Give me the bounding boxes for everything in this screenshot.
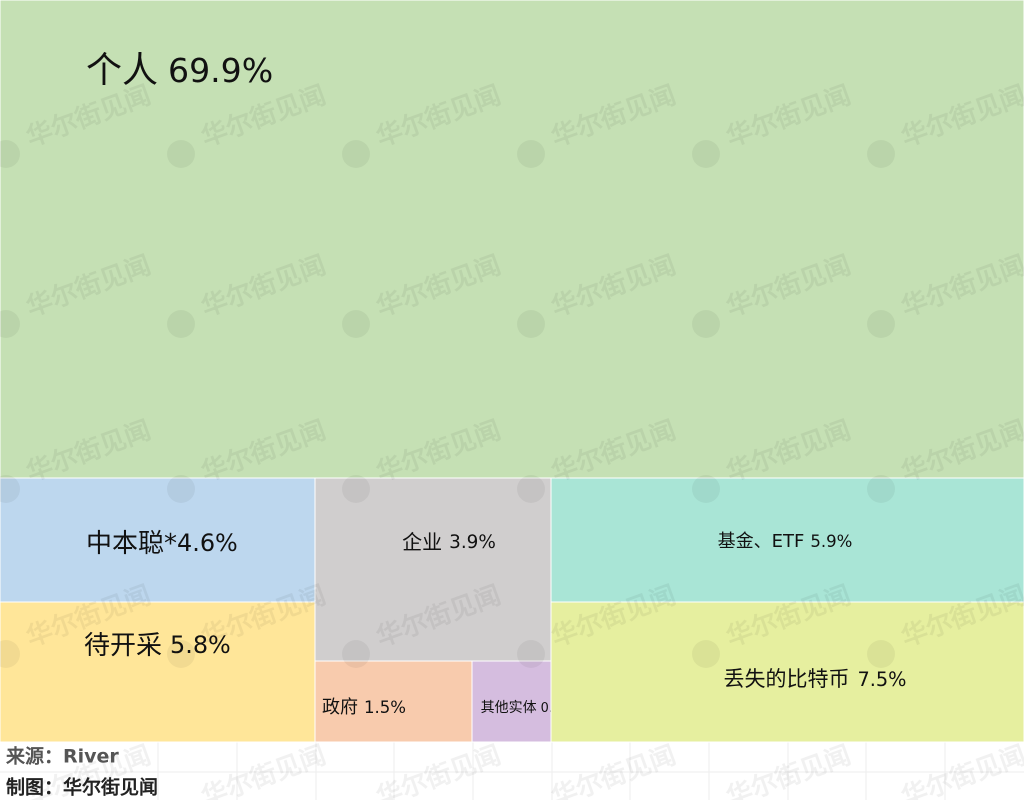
watermark-logo <box>167 140 195 168</box>
value-label: 4.6% <box>177 529 238 557</box>
watermark-logo <box>342 640 370 668</box>
category-name: 政府 <box>322 697 358 718</box>
watermark-logo <box>692 640 720 668</box>
watermark-logo <box>517 475 545 503</box>
category-name: 企业 <box>402 530 442 554</box>
watermark: 华尔街见闻 <box>722 740 855 800</box>
cell-label: 政府 1.5% <box>322 697 406 718</box>
category-name: 中本聪* <box>86 529 177 559</box>
category-name: 基金、ETF <box>718 531 805 552</box>
watermark-logo <box>342 475 370 503</box>
treemap-cell <box>0 601 316 743</box>
watermark-logo <box>867 640 895 668</box>
watermark: 华尔街见闻 <box>372 740 505 800</box>
cell-label: 中本聪*4.6% <box>86 529 238 559</box>
watermark-logo <box>0 140 20 168</box>
watermark-logo <box>517 140 545 168</box>
treemap-cell <box>314 660 473 743</box>
value-label: 7.5% <box>857 668 906 691</box>
treemap: 个人69.9%中本聪*4.6%待开采5.8%企业3.9%政府1.5%其他实体0.… <box>0 0 1024 743</box>
treemap-cell <box>314 477 552 662</box>
treemap-cell <box>550 477 1024 603</box>
watermark-logo <box>167 475 195 503</box>
watermark-logo <box>867 310 895 338</box>
watermark: 华尔街见闻 <box>897 740 1024 800</box>
category-name: 丢失的比特币 <box>723 667 849 691</box>
watermark-logo <box>167 640 195 668</box>
cell-label: 基金、ETF 5.9% <box>718 531 853 552</box>
treemap-cell <box>0 477 316 603</box>
category-name: 其他实体 <box>481 700 537 716</box>
watermark-logo <box>517 640 545 668</box>
watermark-logo <box>867 140 895 168</box>
watermark-logo <box>692 475 720 503</box>
credit: 制图：华尔街见闻 <box>6 776 158 799</box>
value-label: 1.5% <box>364 698 406 717</box>
value-label: 5.8% <box>170 631 231 659</box>
cell-label: 企业 3.9% <box>402 530 496 554</box>
category-name: 个人 <box>86 50 158 91</box>
value-label: 5.9% <box>810 532 852 551</box>
treemap-cell <box>0 0 1024 479</box>
value-label: 69.9% <box>168 51 273 90</box>
cell-label: 待开采 5.8% <box>84 631 231 661</box>
cell-label: 丢失的比特币 7.5% <box>723 667 906 691</box>
watermark-logo <box>692 140 720 168</box>
cell-label: 个人 69.9% <box>86 50 273 91</box>
treemap-cell <box>550 601 1024 743</box>
source: 来源：River <box>6 745 119 768</box>
watermark-logo <box>0 310 20 338</box>
watermark-logo <box>867 475 895 503</box>
watermark: 华尔街见闻 <box>197 740 330 800</box>
value-label: 3.9% <box>449 532 496 553</box>
footer-grid <box>0 742 1024 800</box>
watermark-logo <box>342 310 370 338</box>
watermark-logo <box>517 310 545 338</box>
watermark-logo <box>342 140 370 168</box>
category-name: 待开采 <box>84 631 162 661</box>
watermark-logo <box>0 475 20 503</box>
watermark-logo <box>0 640 20 668</box>
watermark-logo <box>692 310 720 338</box>
treemap-cell <box>471 660 552 743</box>
watermark: 华尔街见闻 <box>547 740 680 800</box>
watermark-logo <box>167 310 195 338</box>
